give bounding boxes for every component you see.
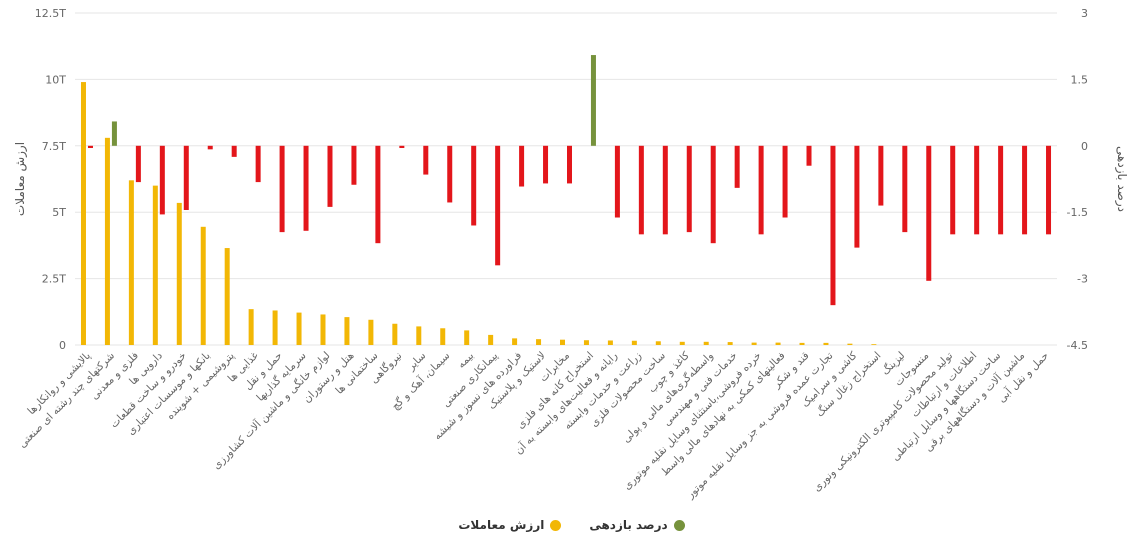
legend-label-return: درصد بازدهی [589,518,668,532]
return-bar [279,145,285,233]
return-bar [375,145,381,244]
value-bar [775,342,781,345]
return-bar [686,145,692,233]
value-bar [200,226,206,345]
return-bar [950,145,956,235]
value-bar [727,342,733,345]
return-bar [399,145,405,149]
x-category-label: شرکتهای چند رشته ای صنعتی [16,350,117,451]
value-bar [392,323,398,345]
return-bar [111,121,117,146]
return-bar [327,145,333,207]
value-bar [631,340,637,345]
return-bar [878,145,884,206]
return-bar [567,145,572,184]
value-bar [847,343,853,345]
legend-dot-value [550,519,562,531]
value-bar [607,340,613,345]
return-bar [782,145,788,218]
legend-dot-return [673,519,685,531]
return-bar [1022,145,1028,235]
y-right-tick-label: -1.5 [1067,206,1088,219]
value-bar [512,338,518,345]
value-bar [583,340,589,345]
legend-label-value: ارزش معاملات [458,518,545,532]
return-bar [87,145,93,149]
return-bar [734,145,740,188]
return-bar [447,145,453,203]
value-bar [80,82,86,345]
return-bar [159,145,165,215]
y-left-tick-label: 5T [52,206,66,219]
y-right-tick-label: 3 [1081,7,1088,20]
value-bar [488,334,494,345]
return-bar [231,145,237,157]
value-bar [128,180,134,345]
y-left-tick-label: 12.5T [35,7,66,20]
value-bar [655,341,661,345]
y-left-tick-label: 10T [45,73,66,86]
legend-item-return[interactable]: درصد بازدهی [589,518,685,532]
value-bar [703,341,709,345]
y-right-tick-label: -3 [1077,273,1088,286]
y-right-axis-title: درصد بازدهی [1114,146,1129,212]
y-left-axis-title: ارزش معاملات [13,142,28,216]
return-bar [183,145,189,210]
value-bar [272,310,278,345]
value-bar [560,339,565,345]
value-bar [823,342,829,345]
value-bar [799,342,805,345]
return-bar [638,145,644,235]
return-bar [710,145,716,244]
return-bar [543,145,549,184]
value-bar [224,248,230,345]
value-bar [296,312,302,345]
chart-legend: درصد بازدهی ارزش معاملات [0,518,1143,532]
return-bar [806,145,812,166]
return-bar [974,145,980,235]
return-bar [998,145,1004,235]
return-bar [255,145,261,183]
return-bar [303,145,309,231]
value-bar [104,137,110,345]
value-bar [464,330,470,345]
value-bar [679,341,685,345]
value-bar [152,185,158,345]
return-bar [351,145,357,185]
return-bar [1046,145,1052,235]
y-left-tick-label: 2.5T [42,273,66,286]
value-bar [871,344,877,345]
value-bar [368,319,374,345]
legend-item-value[interactable]: ارزش معاملات [458,518,562,532]
return-bar [758,145,764,235]
return-bar [902,145,908,233]
return-bar [614,145,620,218]
y-left-tick-label: 7.5T [42,140,66,153]
value-bar [320,314,326,345]
return-bar [471,145,477,226]
y-right-tick-label: 1.5 [1071,73,1089,86]
y-right-tick-label: -4.5 [1067,339,1088,352]
value-bar [751,342,757,345]
return-bar [207,145,213,150]
value-bar [248,309,254,345]
y-left-tick-label: 0 [59,339,66,352]
value-bar [416,326,422,345]
return-bar [519,145,525,187]
return-bar [590,55,596,146]
y-right-tick-label: 0 [1081,140,1088,153]
return-bar [854,145,860,248]
return-bar [135,145,141,183]
return-bar [423,145,429,175]
value-bar [536,339,542,345]
return-bar [830,145,836,306]
return-bar [495,145,501,266]
return-bar [926,145,932,281]
value-bar [440,328,446,345]
return-bar [662,145,668,235]
value-bar [344,317,350,345]
value-bar [176,202,182,345]
